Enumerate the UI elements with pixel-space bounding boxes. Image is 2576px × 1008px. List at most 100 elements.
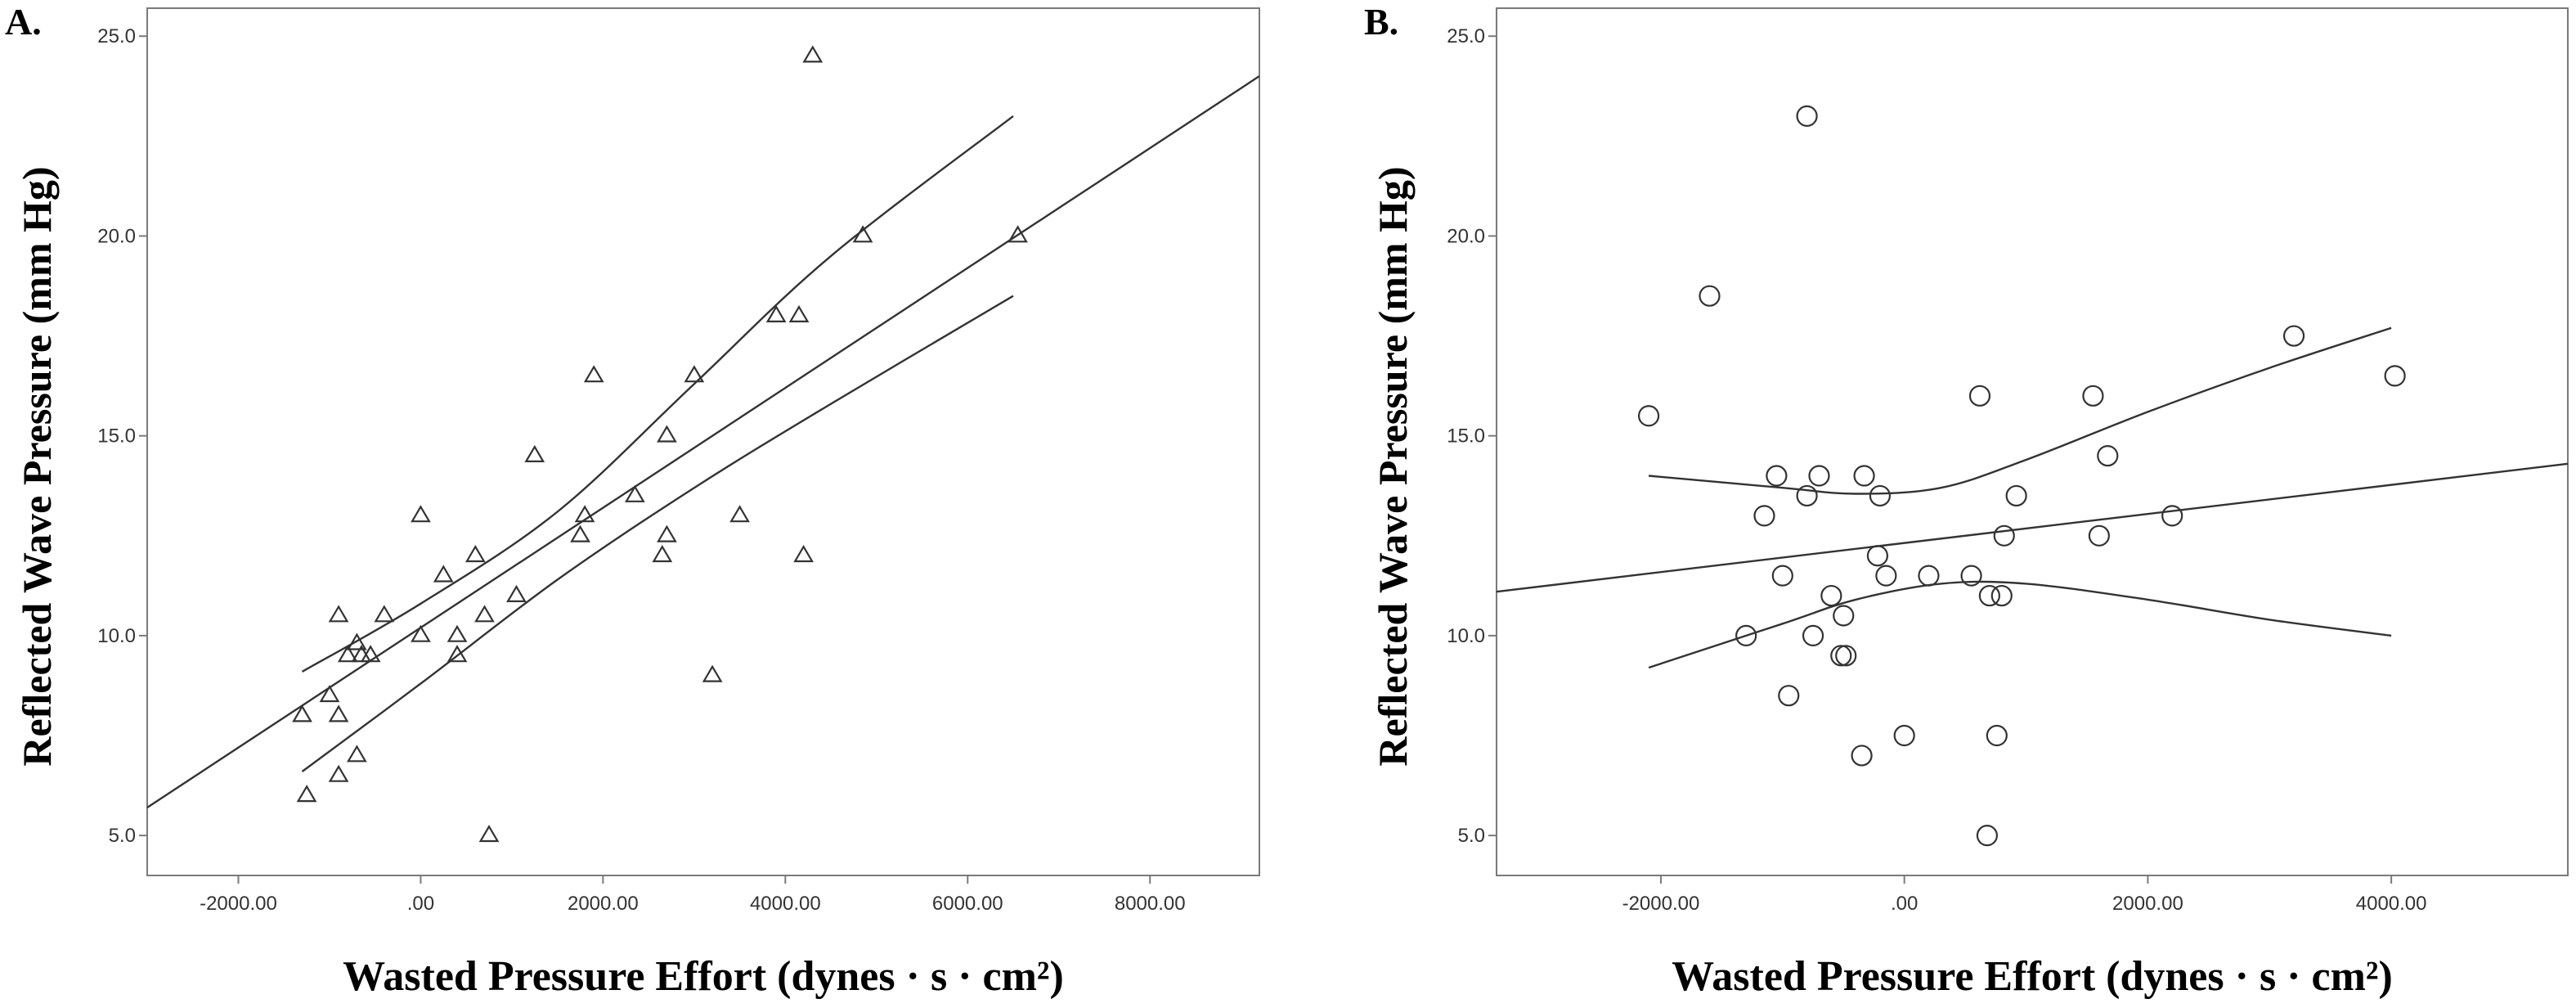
y-tick-label: 5.0 [109,825,136,847]
data-point-circle [1918,565,1940,587]
x-tick-label: 2000.00 [2112,893,2183,915]
data-point-triangle [319,685,340,703]
data-point-circle [1833,605,1855,627]
x-tick-label: 8000.00 [1115,893,1186,915]
data-point-circle [1830,645,1852,667]
data-point-circle [1808,465,1830,487]
data-point-circle [1986,724,2008,747]
y-tick-label: 25.0 [97,25,136,47]
data-point-circle [1796,484,1818,507]
data-point-circle [1893,724,1915,747]
data-point-circle [2384,365,2406,387]
data-point-triangle [574,505,595,523]
data-point-triangle [328,704,349,722]
panel-a-points [292,45,1028,843]
data-point-triangle [657,425,677,443]
data-point-triangle [802,45,824,63]
y-tick-label: 15.0 [1447,425,1485,448]
regression-line [1496,462,2569,593]
data-point-circle [1766,465,1788,487]
ci-lower-curve [301,295,1014,772]
panel-a-x-axis-title: Wasted Pressure Effort (dynes · s · cm²) [343,953,1064,1000]
data-point-circle [1976,825,1999,847]
data-point-circle [1869,484,1892,507]
data-point-triangle [411,624,431,642]
data-point-circle [2097,444,2119,467]
data-point-circle [2282,325,2305,347]
data-point-circle [1699,285,1721,307]
data-point-triangle [337,645,358,663]
y-tick-label: 10.0 [97,625,136,647]
y-tick-label: 20.0 [1447,225,1485,247]
data-point-triangle [583,365,604,383]
data-point-triangle [447,624,468,642]
panel-b-fit-lines [1496,326,2569,669]
data-point-triangle [328,605,349,623]
data-point-triangle [346,745,367,763]
data-point-triangle [464,545,486,563]
data-point-triangle [788,304,810,322]
data-point-circle [2082,385,2104,407]
panel-b-y-ticks: 5.0 10.0 15.0 20.0 25.0 [1447,25,1497,847]
panel-b-x-ticks: -2000.00 .00 2000.00 4000.00 [1622,875,2427,915]
ci-upper-curve [1648,326,2392,495]
data-point-triangle [346,632,367,650]
data-point-circle [1851,745,1873,767]
panel-a: A. Reflected Wave Pressure (mm Hg) 5.0 10… [5,1,1260,1000]
data-point-circle [1771,565,1793,587]
data-point-circle [1820,584,1842,607]
data-point-circle [1802,624,1824,647]
y-tick-label: 25.0 [1447,25,1485,47]
panel-b-label: B. [1364,1,1398,43]
data-point-circle [1835,645,1857,667]
x-tick-label: 4000.00 [750,893,821,915]
data-point-triangle [852,225,873,243]
x-tick-label: 2000.00 [568,893,639,915]
data-point-triangle [729,505,750,523]
y-tick-label: 20.0 [97,225,136,247]
ci-upper-curve [301,115,1014,673]
panel-b-x-axis-title: Wasted Pressure Effort (dynes · s · cm²) [1672,953,2393,1000]
data-point-triangle [374,605,395,623]
data-point-triangle [524,444,545,463]
ci-lower-curve [1648,580,2392,669]
data-point-circle [1778,685,1800,707]
data-point-circle [1960,565,1982,587]
data-point-triangle [652,545,673,563]
data-point-triangle [478,825,500,843]
y-tick-label: 5.0 [1458,825,1485,847]
data-point-triangle [624,484,645,502]
data-point-triangle [296,785,317,803]
data-point-circle [1637,405,1660,427]
panel-b: B. Reflected Wave Pressure (mm Hg) 5.0 10… [1364,1,2569,1000]
panel-a-y-ticks: 5.0 10.0 15.0 20.0 25.0 [97,25,147,847]
x-tick-label: .00 [407,893,434,915]
x-tick-label: 6000.00 [932,893,1003,915]
data-point-circle [2005,484,2027,507]
x-tick-label: -2000.00 [200,893,277,915]
y-tick-label: 15.0 [97,425,136,448]
panel-b-plot-frame [1496,7,2569,876]
data-point-triangle [702,664,723,682]
panel-a-x-ticks: -2000.00 .00 2000.00 4000.00 6000.00 8000.00 [200,875,1186,915]
data-point-triangle [570,524,590,542]
data-point-circle [1993,524,2015,547]
panel-a-fit-lines [146,75,1260,808]
data-point-circle [1990,584,2013,607]
panel-a-plot-frame [146,7,1260,876]
panel-a-y-axis-title: Reflected Wave Pressure (mm Hg) [14,166,60,766]
data-point-circle [1978,584,2000,607]
data-point-circle [2088,524,2110,547]
data-point-triangle [360,645,381,663]
data-point-circle [2161,505,2183,527]
x-tick-label: 4000.00 [2356,893,2427,915]
data-point-triangle [793,545,815,563]
data-point-triangle [292,704,312,722]
data-point-triangle [765,304,787,322]
data-point-triangle [447,645,468,663]
data-point-circle [1968,385,1991,407]
data-point-circle [1796,105,1818,127]
data-point-circle [1735,624,1757,647]
data-point-circle [1866,545,1889,567]
